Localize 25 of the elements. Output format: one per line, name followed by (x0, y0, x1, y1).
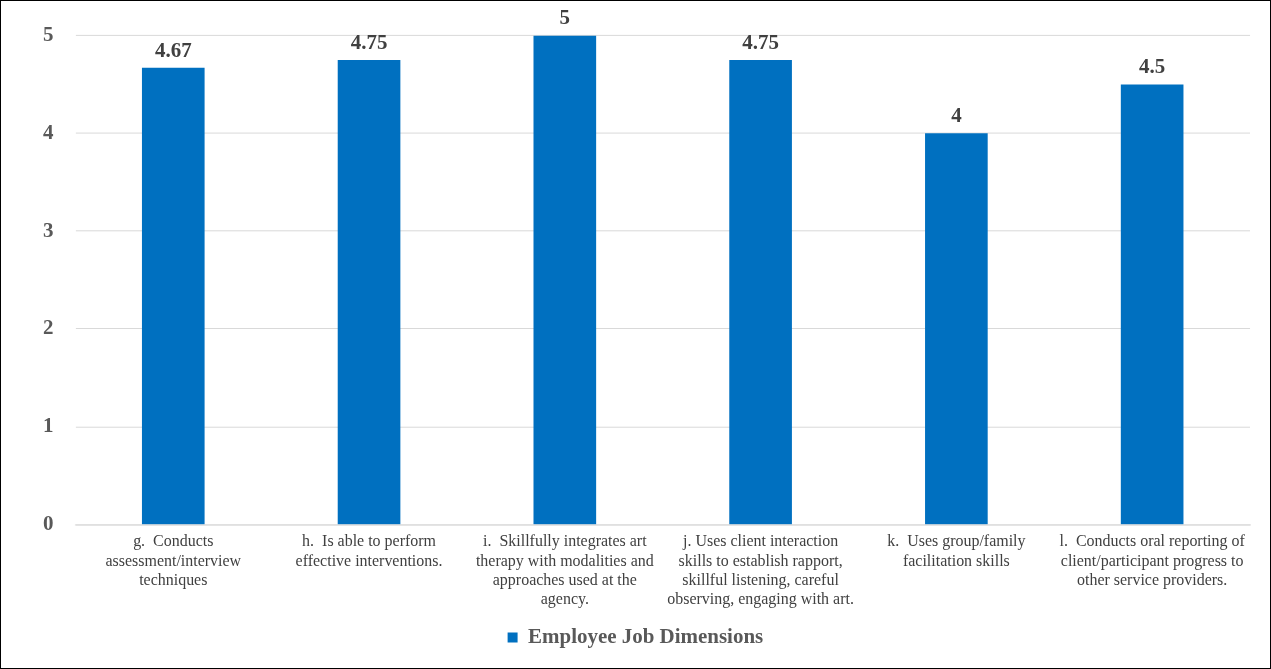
data-label: 4.5 (1139, 54, 1166, 79)
data-label: 4.75 (350, 29, 388, 54)
bar (729, 59, 792, 525)
y-tick-label: 5 (42, 21, 54, 46)
bar (141, 67, 205, 525)
bar (533, 35, 597, 525)
bar (337, 59, 401, 525)
y-tick-label: 1 (42, 413, 54, 438)
x-tick-label: k. Uses group/family facilitation skills (887, 532, 1026, 569)
x-tick-label: h. Is able to perform effective interventions. (295, 532, 443, 569)
x-tick-label: l. Conducts oral reporting of client/participant progress to other service providers. (1059, 532, 1246, 589)
data-label: 4.75 (742, 29, 779, 54)
data-label: 4.67 (154, 37, 192, 62)
y-tick-label: 3 (42, 217, 54, 242)
bar (1120, 84, 1184, 525)
data-label: 4 (951, 103, 963, 128)
x-tick-label: g. Conducts assessment/interview techniques (105, 532, 242, 589)
legend-label: Employee Job Dimensions (528, 624, 764, 648)
bar (925, 133, 988, 525)
x-tick-label: j. Uses client interaction skills to establish rapport, skillful listening, careful observing, engaging with art. (667, 532, 854, 608)
x-tick-label: i. Skillfully integrates art therapy with modalities and approaches used at the agency. (475, 532, 654, 608)
data-label: 5 (559, 5, 571, 30)
y-tick-label: 4 (42, 119, 54, 144)
y-tick-label: 2 (42, 315, 54, 340)
y-tick-label: 0 (42, 511, 54, 536)
